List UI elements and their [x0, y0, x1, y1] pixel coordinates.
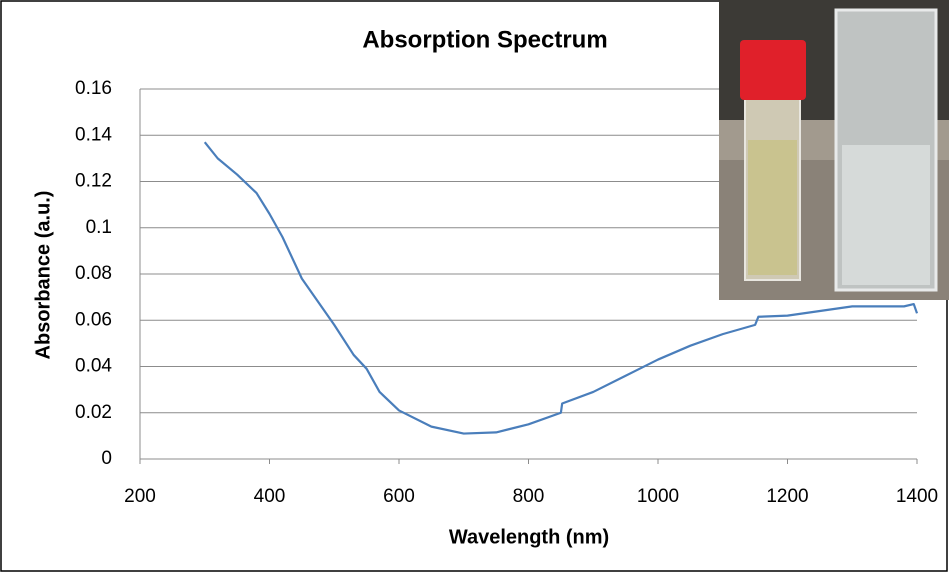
y-tick-label: 0.16: [75, 78, 112, 99]
x-tick-label: 1200: [766, 486, 808, 507]
y-tick-label: 0.08: [75, 263, 112, 284]
y-tick-label: 0.12: [75, 171, 112, 192]
x-tick-label: 600: [383, 486, 415, 507]
vial-cap: [740, 40, 806, 100]
chart-title: Absorption Spectrum: [362, 26, 607, 53]
x-tick-label: 400: [254, 486, 286, 507]
photo-inset: [719, 0, 949, 300]
data-line: [203, 141, 919, 435]
y-tick-label: 0.04: [75, 356, 112, 377]
y-tick-label: 0.1: [86, 217, 112, 238]
y-tick-label: 0.06: [75, 309, 112, 330]
y-tick-label: 0: [101, 448, 112, 469]
x-tick-label: 1400: [896, 486, 938, 507]
y-tick-label: 0.14: [75, 124, 112, 145]
y-axis-title: Absorbance (a.u.): [32, 191, 54, 360]
y-tick-label: 0.02: [75, 402, 112, 423]
x-axis-title: Wavelength (nm): [449, 526, 609, 548]
plot-area: 0 0.02 0.04 0.06 0.08 0.1 0.12 0.14 0.16 200 400 60…: [75, 78, 938, 507]
beaker-liquid: [842, 145, 930, 285]
x-tick-label: 800: [513, 486, 545, 507]
x-tick-label: 1000: [637, 486, 679, 507]
vial-liquid: [748, 140, 797, 275]
x-tick-label: 200: [124, 486, 156, 507]
